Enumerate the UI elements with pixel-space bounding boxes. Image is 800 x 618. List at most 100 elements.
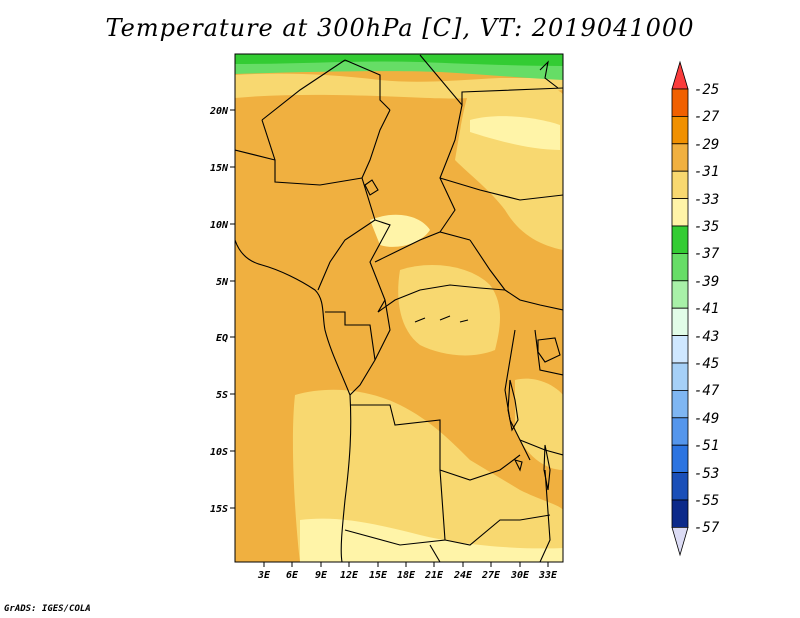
colorbar-bin	[671, 280, 689, 309]
border-niger-nigeria	[235, 149, 363, 186]
temperature-field	[235, 54, 563, 562]
colorbar-bottom-arrow	[671, 527, 689, 557]
lon-tick-27E: 27E	[481, 562, 501, 581]
lon-axis: 3E 6E 9E 12E 15E 18E 21E 24E 27E 30E 33E	[257, 562, 558, 581]
border-west-inner	[261, 119, 276, 161]
colorbar-label: -57	[694, 520, 720, 536]
colorbar-label: -37	[694, 246, 720, 262]
border-chad-car	[374, 231, 471, 263]
lat-tick-5N: 5N	[216, 277, 235, 288]
field-patch-north	[235, 73, 563, 99]
border-angola-zambia	[344, 469, 446, 546]
colorbar-label: -51	[694, 438, 719, 454]
colorbar-label: -31	[694, 164, 719, 180]
colorbar-bin	[671, 389, 689, 419]
border-cameroon-car	[369, 219, 391, 313]
colorbar-bin	[671, 198, 689, 227]
lon-tick-label: 18E	[397, 570, 416, 581]
colorbar	[671, 60, 689, 557]
colorbar-label: -55	[694, 493, 719, 509]
border-niger-algeria	[344, 59, 391, 111]
border-sudan-east	[504, 289, 563, 311]
lat-tick-10N: 10N	[210, 220, 235, 231]
lake-tanganyika	[507, 379, 519, 432]
colorbar-label: -27	[694, 109, 720, 125]
lon-tick-15E: 15E	[369, 562, 388, 581]
border-mali-niger	[261, 59, 346, 121]
lon-tick-12E: 12E	[340, 562, 359, 581]
colorbar-bin	[671, 472, 689, 501]
colorbar-bin	[671, 225, 689, 254]
colorbar-label: -43	[694, 329, 719, 345]
field-patch-southwest	[292, 389, 563, 562]
country-boundaries	[235, 54, 563, 562]
field-band-north	[235, 54, 563, 66]
colorbar-label: -45	[694, 356, 719, 372]
lon-tick-6E: 6E	[286, 562, 299, 581]
colorbar-label: -33	[694, 192, 719, 208]
lon-tick-label: 21E	[424, 570, 444, 581]
lon-tick-label: 15E	[369, 570, 388, 581]
colorbar-bin	[671, 417, 689, 446]
border-sudan-south	[439, 177, 563, 201]
lat-tick-label: 20N	[209, 106, 229, 117]
map-title: Temperature at 300hPa [C], VT: 201904100…	[105, 14, 695, 42]
border-nigeria-cameroon	[317, 177, 376, 291]
colorbar-label: -47	[694, 383, 720, 399]
lon-tick-3E: 3E	[257, 562, 271, 581]
lon-tick-label: 24E	[453, 570, 473, 581]
lake-mweru	[513, 459, 523, 472]
lat-tick-label: EQ	[216, 333, 228, 344]
colorbar-bin	[671, 170, 689, 199]
colorbar-bin	[671, 499, 689, 528]
border-congo-drc	[349, 299, 391, 396]
colorbar-label: -49	[694, 411, 719, 427]
border-chad-libya	[361, 109, 391, 179]
lon-tick-18E: 18E	[397, 562, 416, 581]
lon-tick-9E: 9E	[315, 562, 328, 581]
lat-tick-15N: 15N	[210, 163, 235, 174]
colorbar-bin	[671, 116, 689, 145]
border-zambia	[439, 454, 521, 481]
lat-tick-10S: 10S	[210, 447, 235, 458]
lat-tick-label: 15N	[210, 163, 229, 174]
border-south-bottom	[429, 544, 441, 562]
lake-malawi	[543, 444, 551, 491]
lon-tick-label: 9E	[315, 570, 328, 581]
lon-tick-label: 33E	[538, 570, 558, 581]
map-frame	[234, 53, 564, 563]
lon-tick-label: 6E	[286, 570, 299, 581]
lat-axis: 20N 15N 10N 5N EQ 5S 10S 15S	[209, 106, 235, 515]
colorbar-bin	[671, 444, 689, 474]
lon-tick-21E: 21E	[424, 562, 444, 581]
lon-tick-label: 27E	[481, 570, 501, 581]
border-angola-north	[350, 404, 441, 470]
lat-tick-EQ: EQ	[216, 333, 235, 344]
lat-tick-label: 15S	[210, 504, 228, 515]
lon-tick-label: 3E	[257, 570, 271, 581]
lat-tick-label: 5S	[216, 390, 228, 401]
colorbar-label: -41	[694, 301, 719, 317]
colorbar-bin	[671, 307, 689, 337]
field-patch-east-middle	[515, 378, 563, 470]
border-gabon	[325, 311, 376, 361]
lat-tick-label: 10S	[210, 447, 228, 458]
lon-tick-33E: 33E	[538, 562, 558, 581]
lon-tick-label: 30E	[510, 570, 530, 581]
colorbar-bin	[671, 335, 689, 364]
colorbar-label: -35	[694, 219, 719, 235]
border-car-sudan	[469, 239, 506, 291]
colorbar-top-arrow	[671, 60, 689, 90]
lon-tick-label: 12E	[340, 570, 359, 581]
border-zambia-south	[444, 514, 551, 546]
lon-tick-30E: 30E	[510, 562, 530, 581]
colorbar-label: -29	[694, 137, 719, 153]
border-drc-east	[504, 329, 531, 461]
colorbar-bin	[671, 143, 689, 172]
coastline-west	[235, 239, 352, 562]
colorbar-label: -53	[694, 466, 719, 482]
red-sea-coast	[539, 60, 559, 89]
lon-tick-24E: 24E	[453, 562, 473, 581]
colorbar-bin	[671, 252, 689, 282]
